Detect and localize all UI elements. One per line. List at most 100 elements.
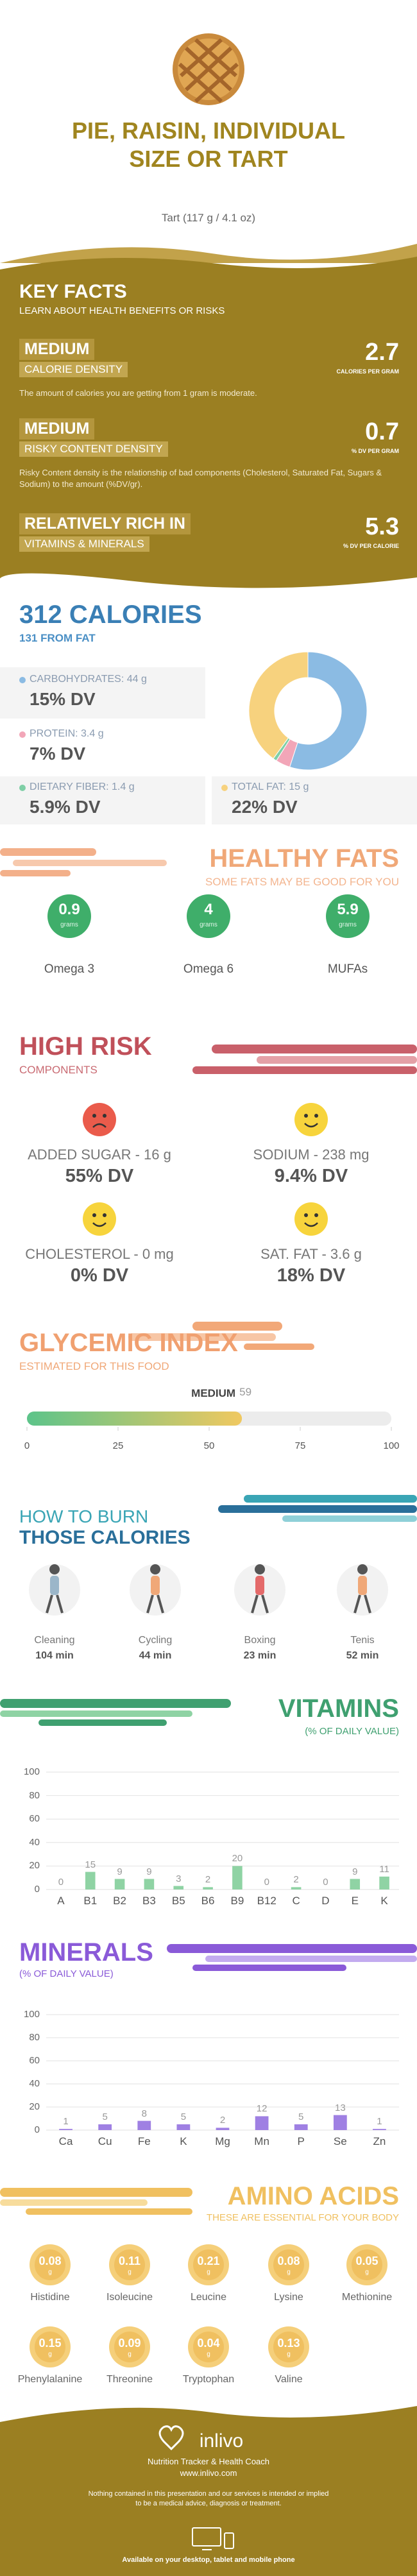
value-label: 11 <box>379 1863 389 1875</box>
amino-unit: g <box>287 2351 291 2358</box>
x-tick-label: K <box>380 1895 388 1907</box>
x-tick-label: D <box>321 1895 330 1907</box>
value-label: 5 <box>180 2111 187 2122</box>
amino-circle-inner <box>273 2332 304 2362</box>
y-tick-label: 80 <box>29 1789 40 1801</box>
legend-dot <box>221 785 228 791</box>
amino-circle-inner <box>114 2332 145 2362</box>
activity-time: 104 min <box>35 1650 74 1661</box>
activity-head <box>357 1564 368 1574</box>
bar <box>137 2120 151 2130</box>
amino-name: Leucine <box>190 2292 227 2303</box>
bar <box>350 1879 361 1889</box>
value-label: 9 <box>352 1866 358 1877</box>
nutrient-name: DIETARY FIBER: 1.4 g <box>30 781 135 792</box>
value-label: 15 <box>85 1859 96 1870</box>
y-tick-label: 60 <box>29 1813 40 1825</box>
gi-value: 59 <box>239 1386 252 1398</box>
activity-name: Cycling <box>138 1635 173 1646</box>
x-tick-label: E <box>351 1895 359 1907</box>
value-label: 0 <box>264 1877 269 1888</box>
nutrient-name: PROTEIN: 3.4 g <box>30 728 104 739</box>
y-tick-label: 40 <box>29 2078 40 2089</box>
y-tick-label: 40 <box>29 1836 40 1848</box>
section-subtitle: (% OF DAILY VALUE) <box>19 1968 114 1979</box>
nutrient-dv: 5.9% DV <box>30 797 101 817</box>
fact-description: Risky Content density is the relationshi… <box>19 468 382 489</box>
face-icon <box>83 1202 116 1236</box>
nutrient-name: TOTAL FAT: 15 g <box>232 781 309 792</box>
activity-leg <box>353 1594 361 1614</box>
fact-sublabel: CALORIE DENSITY <box>19 362 128 377</box>
amino-value: 0.13 <box>277 2337 300 2350</box>
bar <box>294 2124 308 2130</box>
fact-value: 5.3 <box>365 513 399 540</box>
face-eye <box>314 1213 318 1217</box>
activity-head <box>49 1564 60 1574</box>
amino-value: 0.05 <box>355 2255 379 2267</box>
brand: inlivo <box>199 2430 244 2452</box>
section-title: 312 CALORIES <box>19 601 202 629</box>
y-tick-label: 60 <box>29 2055 40 2066</box>
x-tick-label: A <box>57 1895 65 1907</box>
face-mouth <box>92 1123 106 1128</box>
risk-name: SODIUM - 238 mg <box>253 1147 370 1163</box>
y-tick-label: 100 <box>23 2009 40 2020</box>
fat-unit: grams <box>60 921 78 928</box>
x-tick-label: Mn <box>254 2135 269 2147</box>
panel <box>0 776 205 824</box>
bar <box>85 1872 96 1889</box>
x-tick-label: B9 <box>230 1895 244 1907</box>
amino-circle-inner <box>114 2249 145 2280</box>
amino-unit: g <box>128 2351 132 2358</box>
fact-unit: % DV PER CALORIE <box>343 543 399 549</box>
fat-circle <box>187 894 230 938</box>
amino-circle-inner <box>193 2249 224 2280</box>
activity-leg <box>364 1594 371 1614</box>
amino-unit: g <box>48 2351 52 2358</box>
panel <box>0 667 205 719</box>
x-tick-label: B3 <box>142 1895 156 1907</box>
value-label: 8 <box>141 2108 147 2119</box>
face-eye <box>92 1213 96 1217</box>
bar <box>114 1879 125 1889</box>
devices-icon <box>192 2527 234 2550</box>
available: Available on your desktop, tablet and mo… <box>122 2556 295 2564</box>
value-label: 2 <box>293 1874 299 1886</box>
gi-tick-label: 100 <box>383 1440 400 1451</box>
x-tick-label: K <box>180 2135 187 2147</box>
face-mouth <box>92 1222 106 1227</box>
bar <box>176 2124 191 2130</box>
fat-value: 5.9 <box>337 901 359 918</box>
activity-leg <box>146 1594 154 1614</box>
risk-dv: 9.4% DV <box>274 1166 348 1186</box>
fat-value: 4 <box>204 901 213 918</box>
x-tick-label: Se <box>333 2135 347 2147</box>
fat-name: Omega 3 <box>44 962 95 976</box>
activity-body <box>50 1576 59 1595</box>
fat-unit: grams <box>339 921 357 928</box>
section-subtitle: SOME FATS MAY BE GOOD FOR YOU <box>205 876 399 888</box>
y-tick-label: 100 <box>23 1766 40 1777</box>
gi-tick-label: 25 <box>112 1440 124 1451</box>
fact-description: The amount of calories you are getting f… <box>19 388 257 398</box>
x-tick-label: B5 <box>171 1895 185 1907</box>
fact-label: MEDIUM <box>19 418 95 439</box>
donut-segment <box>289 651 368 771</box>
activity-leg <box>157 1594 164 1614</box>
fat-unit: grams <box>200 921 217 928</box>
fact-label: RELATIVELY RICH IN <box>19 513 191 534</box>
amino-unit: g <box>207 2351 210 2358</box>
value-label: 13 <box>334 2102 346 2113</box>
logo-heart <box>158 2425 184 2451</box>
amino-value: 0.08 <box>38 2255 62 2267</box>
amino-circle-inner <box>352 2249 382 2280</box>
amino-circle-inner <box>35 2332 65 2362</box>
section-title: AMINO ACIDS <box>227 2182 399 2210</box>
gi-tick-label: 50 <box>203 1440 215 1451</box>
risk-name: ADDED SUGAR - 16 g <box>28 1147 171 1163</box>
bar <box>232 1866 243 1889</box>
value-label: 5 <box>102 2111 108 2122</box>
section-title: HOW TO BURN <box>19 1506 149 1526</box>
fat-circle <box>326 894 370 938</box>
